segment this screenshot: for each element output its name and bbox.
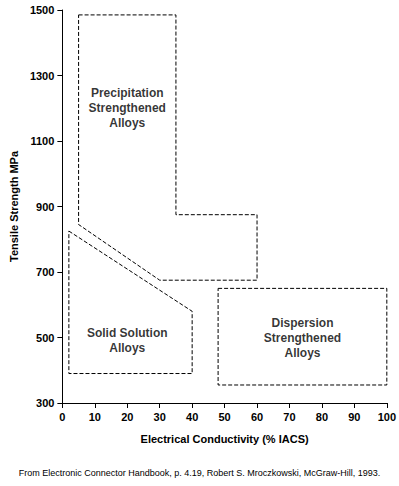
svg-text:Precipitation: Precipitation: [91, 86, 164, 100]
svg-text:1100: 1100: [30, 135, 54, 147]
svg-text:Tensile Strength MPa: Tensile Strength MPa: [8, 150, 20, 262]
svg-text:30: 30: [154, 411, 166, 423]
svg-text:Solid Solution: Solid Solution: [87, 326, 168, 340]
svg-text:10: 10: [89, 411, 101, 423]
svg-text:900: 900: [36, 201, 54, 213]
svg-text:60: 60: [251, 411, 263, 423]
svg-text:Dispersion: Dispersion: [271, 316, 333, 330]
svg-text:Strengthened: Strengthened: [89, 101, 166, 115]
svg-text:0: 0: [59, 411, 65, 423]
svg-text:100: 100: [378, 411, 396, 423]
svg-text:300: 300: [36, 397, 54, 409]
svg-text:50: 50: [218, 411, 230, 423]
svg-text:1500: 1500: [30, 4, 54, 16]
svg-text:700: 700: [36, 266, 54, 278]
svg-text:1300: 1300: [30, 70, 54, 82]
svg-text:Strengthened: Strengthened: [264, 331, 341, 345]
svg-text:70: 70: [283, 411, 295, 423]
svg-text:90: 90: [348, 411, 360, 423]
svg-text:80: 80: [316, 411, 328, 423]
svg-text:Alloys: Alloys: [109, 116, 145, 130]
svg-text:Alloys: Alloys: [109, 341, 145, 355]
svg-text:Alloys: Alloys: [284, 346, 320, 360]
svg-text:20: 20: [121, 411, 133, 423]
svg-text:500: 500: [36, 332, 54, 344]
svg-text:From Electronic Connector Hand: From Electronic Connector Handbook, p. 4…: [19, 468, 381, 478]
svg-text:Electrical Conductivity (% IAC: Electrical Conductivity (% IACS): [141, 433, 309, 445]
svg-text:40: 40: [186, 411, 198, 423]
